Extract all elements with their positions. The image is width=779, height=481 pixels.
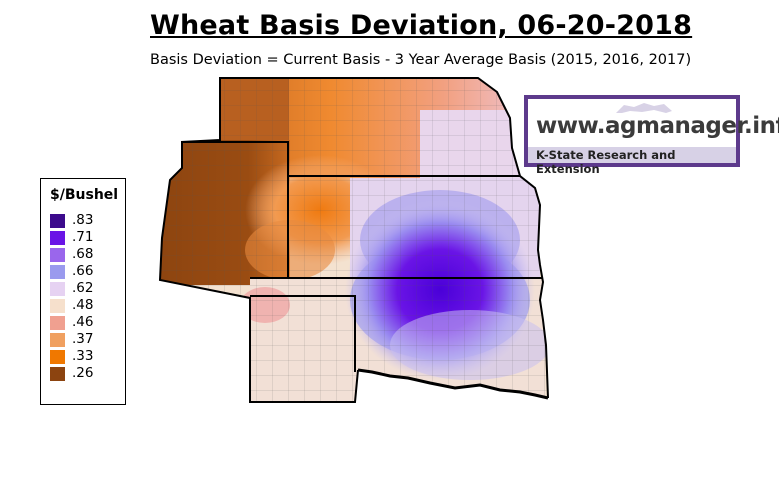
legend: $/Bushel .83 .71 .68 .66 .62 .48 .46 .37… — [40, 178, 126, 405]
legend-label: .48 — [72, 297, 94, 313]
map-subtitle: Basis Deviation = Current Basis - 3 Year… — [150, 52, 692, 68]
legend-title: $/Bushel — [50, 187, 119, 203]
legend-swatch — [50, 214, 65, 228]
legend-swatch — [50, 367, 65, 381]
legend-label: .83 — [72, 212, 94, 228]
legend-label: .68 — [72, 246, 94, 262]
legend-swatch — [50, 231, 65, 245]
legend-label: .62 — [72, 280, 94, 296]
legend-label: .46 — [72, 314, 94, 330]
legend-label: .33 — [72, 348, 94, 364]
legend-swatch — [50, 333, 65, 347]
legend-label: .37 — [72, 331, 94, 347]
legend-swatch — [50, 316, 65, 330]
logo-subtitle-bar — [528, 147, 736, 163]
red-river — [357, 368, 549, 400]
legend-label: .71 — [72, 229, 94, 245]
legend-label: .26 — [72, 365, 94, 381]
legend-swatch — [50, 265, 65, 279]
legend-swatch — [50, 248, 65, 262]
colorado-kansas-border — [182, 141, 289, 278]
legend-swatch — [50, 350, 65, 364]
agmanager-logo[interactable]: www.agmanager.info K-State Research and … — [524, 95, 779, 176]
wildcat-icon — [616, 103, 672, 113]
logo-subtitle: K-State Research and Extension — [536, 148, 676, 176]
oklahoma-panhandle-border — [250, 295, 356, 372]
map-title: Wheat Basis Deviation, 06-20-2018 — [150, 10, 693, 41]
logo-url: www.agmanager.info — [536, 113, 779, 139]
legend-label: .66 — [72, 263, 94, 279]
legend-swatch — [50, 282, 65, 296]
legend-swatch — [50, 299, 65, 313]
